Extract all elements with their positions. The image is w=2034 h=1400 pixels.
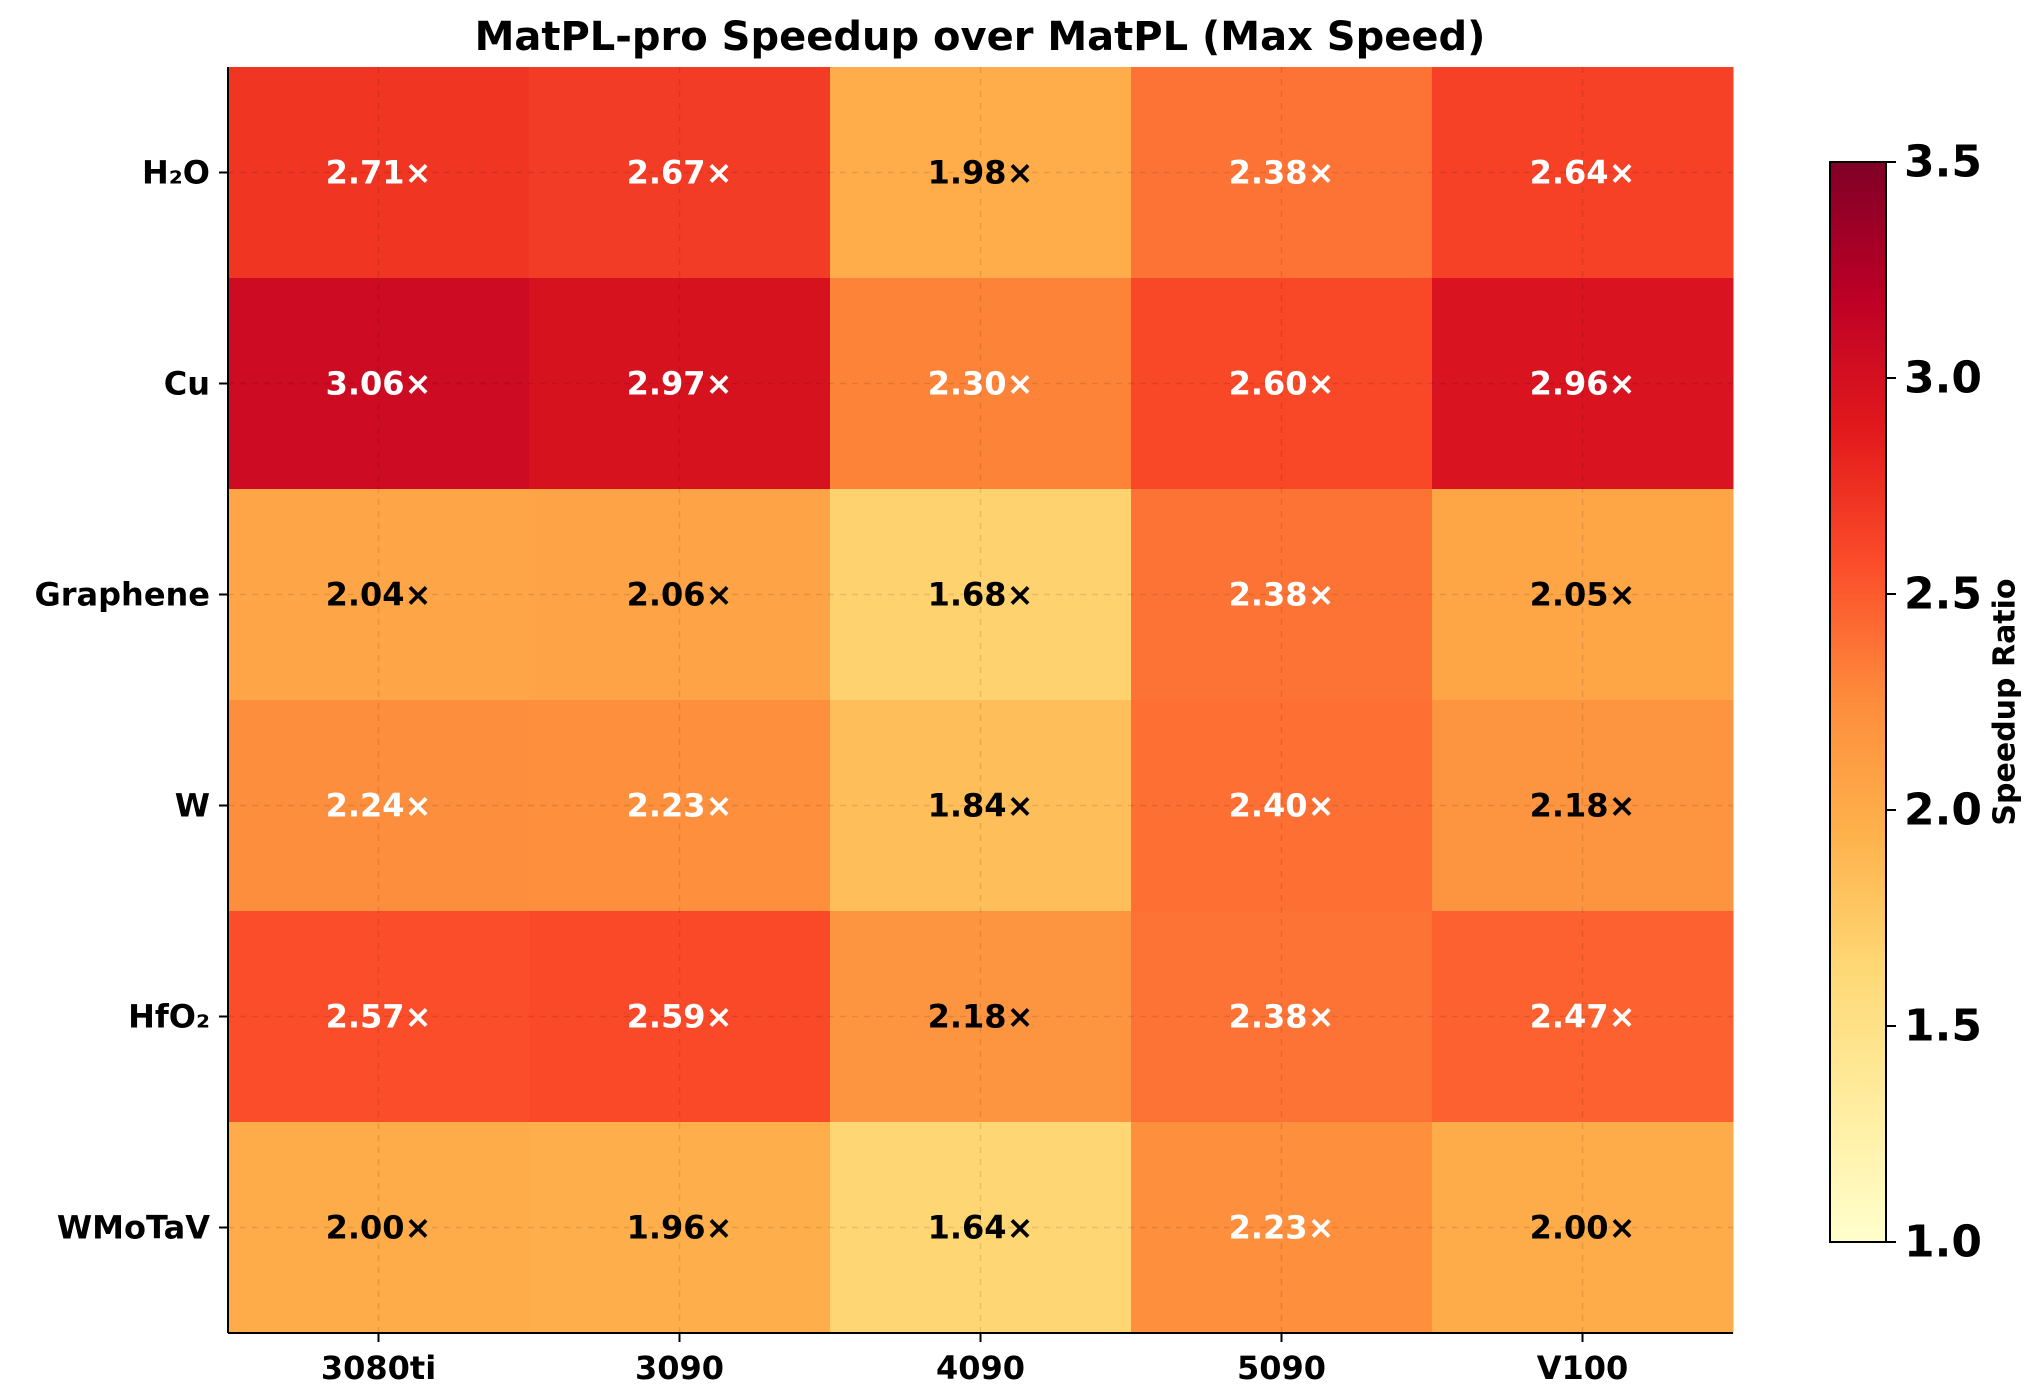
cell-value-label: 2.38×	[1229, 576, 1335, 614]
y-tick-label: HfO₂	[128, 998, 210, 1036]
heatmap-cell	[830, 278, 1132, 490]
heatmap-cell	[1131, 67, 1433, 279]
colorbar: 1.0 1.5 2.0 2.5 3.0 3.5 Speedup Ratio	[1829, 137, 2023, 1268]
heatmap-cell	[228, 489, 530, 701]
heatmap-cell	[1432, 278, 1734, 490]
cell-value-label: 2.60×	[1229, 365, 1335, 403]
cell-value-label: 2.23×	[627, 787, 733, 825]
heatmap-cell	[830, 700, 1132, 912]
heatmap-cell	[1432, 1122, 1734, 1334]
cell-value-label: 2.64×	[1530, 154, 1636, 192]
cell-value-label: 3.06×	[326, 365, 432, 403]
heatmap-cell	[228, 911, 530, 1123]
cell-value-label: 2.38×	[1229, 154, 1335, 192]
heatmap-cell	[228, 700, 530, 912]
x-tick-label: V100	[1537, 1349, 1629, 1387]
heatmap-cell	[1131, 1122, 1433, 1334]
cell-value-label: 1.68×	[928, 576, 1034, 614]
cell-value-label: 1.64×	[928, 1209, 1034, 1247]
cell-value-label: 2.05×	[1530, 576, 1636, 614]
chart-title: MatPL-pro Speedup over MatPL (Max Speed)	[475, 14, 1486, 60]
heatmap-cell	[1432, 700, 1734, 912]
colorbar-tick-label: 3.0	[1904, 353, 1982, 404]
heatmap-cell	[529, 1122, 831, 1334]
x-tick-label: 4090	[936, 1349, 1025, 1387]
cell-value-label: 2.00×	[1530, 1209, 1636, 1247]
cell-value-label: 2.67×	[627, 154, 733, 192]
colorbar-tick-label: 1.5	[1904, 1001, 1982, 1052]
cell-value-label: 1.98×	[928, 154, 1034, 192]
cell-value-label: 2.18×	[1530, 787, 1636, 825]
heatmap-cells	[228, 67, 1734, 1334]
heatmap-cell	[1432, 911, 1734, 1123]
cell-value-label: 2.47×	[1530, 998, 1636, 1036]
heatmap-cell	[1131, 489, 1433, 701]
colorbar-label: Speedup Ratio	[1988, 578, 2023, 825]
x-tick-label: 5090	[1237, 1349, 1326, 1387]
y-tick-label: Graphene	[34, 576, 210, 614]
heatmap-cell	[529, 67, 831, 279]
cell-value-label: 2.96×	[1530, 365, 1636, 403]
cell-value-label: 2.04×	[326, 576, 432, 614]
heatmap-cell	[1131, 911, 1433, 1123]
heatmap-cell	[1432, 67, 1734, 279]
heatmap-cell	[529, 700, 831, 912]
cell-value-label: 1.84×	[928, 787, 1034, 825]
y-tick-label: Cu	[164, 365, 210, 403]
cell-value-label: 2.18×	[928, 998, 1034, 1036]
cell-value-label: 2.38×	[1229, 998, 1335, 1036]
heatmap-cell	[830, 1122, 1132, 1334]
x-tick-label: 3090	[635, 1349, 724, 1387]
heatmap-cell	[830, 67, 1132, 279]
colorbar-tick-label: 1.0	[1904, 1217, 1982, 1268]
cell-labels: 2.71× 2.67× 1.98× 2.38× 2.64× 3.06× 2.97× 2.30×…	[326, 154, 1636, 1247]
heatmap-cell	[228, 1122, 530, 1334]
axes: 3080ti 3090 4090 5090 V100 H₂O Cu Graphene W HfO₂…	[34, 67, 1733, 1387]
cell-value-label: 1.96×	[627, 1209, 733, 1247]
cell-value-label: 2.23×	[1229, 1209, 1335, 1247]
heatmap-cell	[529, 489, 831, 701]
colorbar-tick-label: 2.5	[1904, 569, 1982, 620]
heatmap-cell	[228, 67, 530, 279]
heatmap-cell	[529, 278, 831, 490]
colorbar-tick-label: 2.0	[1904, 785, 1982, 836]
cell-value-label: 2.06×	[627, 576, 733, 614]
heatmap-cell	[529, 911, 831, 1123]
cell-value-label: 2.97×	[627, 365, 733, 403]
x-tick-label: 3080ti	[321, 1349, 436, 1387]
colorbar-tick-label: 3.5	[1904, 137, 1982, 188]
heatmap-cell	[1131, 278, 1433, 490]
y-tick-label: WMoTaV	[57, 1209, 210, 1247]
cell-value-label: 2.40×	[1229, 787, 1335, 825]
heatmap-cell	[1131, 700, 1433, 912]
cell-value-label: 2.00×	[326, 1209, 432, 1247]
cell-value-label: 2.30×	[928, 365, 1034, 403]
heatmap-cell	[1432, 489, 1734, 701]
heatmap-cell	[830, 911, 1132, 1123]
heatmap-cell	[228, 278, 530, 490]
heatmap-cell	[830, 489, 1132, 701]
colorbar-bar	[1829, 161, 1887, 1243]
cell-value-label: 2.71×	[326, 154, 432, 192]
y-tick-label: H₂O	[142, 154, 210, 192]
cell-value-label: 2.24×	[326, 787, 432, 825]
cell-value-label: 2.57×	[326, 998, 432, 1036]
y-tick-label: W	[175, 787, 210, 825]
cell-value-label: 2.59×	[627, 998, 733, 1036]
